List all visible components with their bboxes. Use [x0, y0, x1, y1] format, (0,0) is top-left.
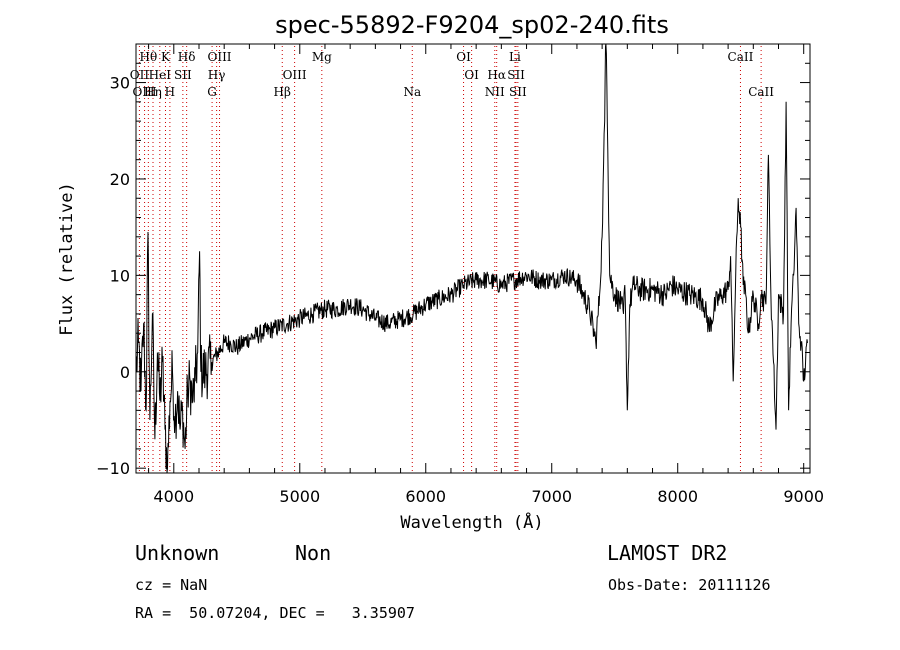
- y-tick-label: −10: [96, 459, 130, 478]
- line-label: G: [207, 85, 217, 99]
- line-label: SII: [174, 68, 192, 82]
- x-tick-label: 5000: [279, 487, 320, 506]
- line-label: Hη: [144, 85, 162, 99]
- line-label: Mg: [312, 50, 332, 64]
- line-label: Hα: [487, 68, 506, 82]
- line-label: SII: [509, 85, 527, 99]
- x-tick-label: 4000: [153, 487, 194, 506]
- x-tick-label: 6000: [405, 487, 446, 506]
- y-tick-label: 10: [110, 266, 130, 285]
- line-label: HeI: [149, 68, 172, 82]
- y-axis-label: Flux (relative): [57, 182, 77, 336]
- line-label: Hδ: [178, 50, 196, 64]
- y-tick-label: 20: [110, 170, 130, 189]
- object-class: Unknown: [135, 541, 220, 565]
- line-label: CaII: [748, 85, 774, 99]
- x-axis: 4000 5000 6000 7000 8000 9000: [148, 44, 824, 506]
- x-tick-label: 7000: [531, 487, 572, 506]
- line-label: NII: [485, 85, 505, 99]
- x-tick-label: 9000: [783, 487, 824, 506]
- redshift-value: cz = NaN: [135, 576, 208, 594]
- spectrum-line: [135, 43, 808, 474]
- x-axis-label: Wavelength (Å): [400, 511, 543, 533]
- survey-name: LAMOST DR2: [607, 541, 728, 565]
- line-label: OI: [464, 68, 479, 82]
- chart-title: spec-55892-F9204_sp02-240.fits: [275, 11, 669, 39]
- line-label: SII: [507, 68, 525, 82]
- plot-frame: [135, 43, 811, 474]
- line-label: Hβ: [274, 85, 291, 99]
- line-label: K: [161, 50, 171, 64]
- x-tick-label: 8000: [657, 487, 698, 506]
- line-label: CaII: [728, 50, 754, 64]
- y-tick-label: 30: [110, 74, 130, 93]
- line-label: Na: [403, 85, 421, 99]
- line-label: Hθ: [139, 50, 157, 64]
- line-label: OIII: [207, 50, 231, 64]
- object-subclass: Non: [295, 541, 332, 565]
- y-tick-label: 0: [120, 363, 130, 382]
- y-axis: −10 0 10 20 30: [96, 62, 810, 478]
- line-label: Li: [509, 50, 521, 64]
- line-label: Hγ: [208, 68, 226, 82]
- line-label: H: [165, 85, 175, 99]
- line-label: OIII: [133, 85, 157, 99]
- line-markers: [138, 46, 762, 471]
- line-label: OII: [130, 68, 150, 82]
- line-label: OIII: [283, 68, 307, 82]
- coordinates: RA = 50.07204, DEC = 3.35907: [135, 604, 415, 622]
- line-label: OI: [456, 50, 471, 64]
- observation-date: Obs-Date: 20111126: [608, 576, 771, 594]
- spectrum-chart: spec-55892-F9204_sp02-240.fits Hθ OII OIII…: [57, 11, 824, 533]
